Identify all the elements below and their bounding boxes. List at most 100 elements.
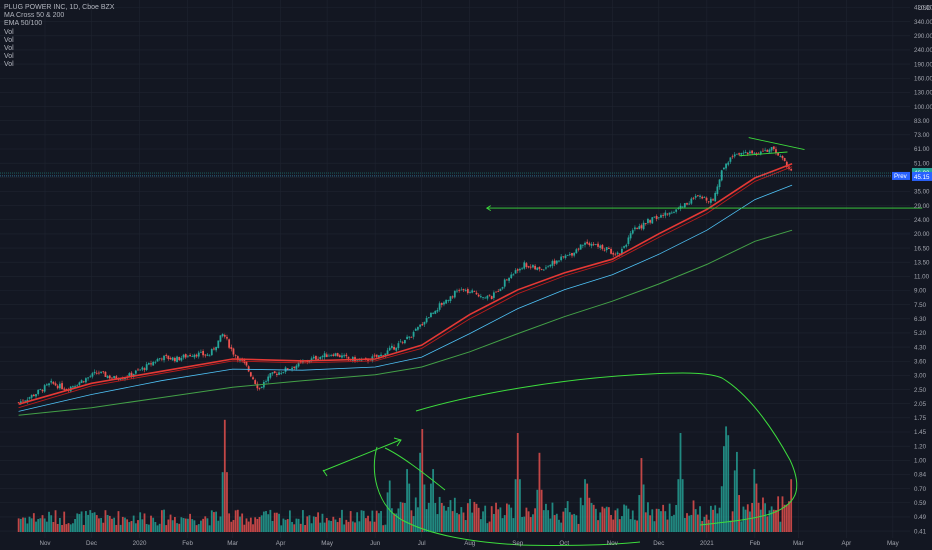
- time-axis[interactable]: Nov Dec 2020 Feb Mar Apr May Jun Jul Aug Sep Oct Nov…: [39, 540, 899, 547]
- volume-bar: [223, 419, 226, 532]
- legend-indicator[interactable]: Vol: [4, 36, 14, 44]
- volume-bar: [273, 512, 276, 532]
- volume-bar: [471, 512, 474, 532]
- candle-body: [408, 336, 411, 338]
- volume-bars: [17, 419, 793, 532]
- candle-body: [158, 358, 161, 360]
- volume-bar: [89, 510, 92, 532]
- price-axis[interactable]: 420.00 340.00 290.00 240.00 190.00 160.00 130.…: [914, 5, 932, 536]
- volume-bar: [575, 515, 578, 532]
- volume-bar: [39, 518, 42, 532]
- candle-body: [406, 336, 408, 340]
- candle-body: [278, 372, 280, 375]
- price-tick-label: 420.00: [914, 5, 932, 12]
- candle-body: [712, 199, 714, 201]
- volume-bar: [588, 497, 591, 532]
- candle-body: [436, 310, 439, 312]
- volume-bar: [453, 497, 456, 532]
- time-tick-label: May: [321, 540, 334, 547]
- price-tick-label: 130.00: [914, 90, 932, 97]
- candle-body: [184, 354, 187, 358]
- volume-bar: [503, 515, 506, 532]
- volume-bar: [315, 516, 317, 532]
- candle-body: [740, 153, 743, 155]
- candle-body: [655, 215, 658, 220]
- volume-bar: [76, 513, 79, 532]
- candle-body: [397, 343, 400, 349]
- candle-body: [742, 152, 745, 154]
- volume-bar: [210, 510, 213, 532]
- candle-body: [367, 359, 369, 362]
- candle-body: [709, 198, 712, 203]
- price-tick-label: 83.00: [914, 118, 930, 125]
- volume-bar: [581, 505, 584, 532]
- volume-bar: [562, 511, 565, 532]
- volume-bar: [117, 511, 120, 532]
- candle-body: [636, 228, 638, 230]
- volume-bar: [746, 504, 749, 532]
- volume-bar: [204, 516, 207, 532]
- volume-bar: [701, 521, 704, 532]
- candle-body: [488, 294, 491, 296]
- candle-body: [223, 335, 226, 337]
- candle-body: [497, 291, 500, 293]
- candle-body: [675, 209, 678, 212]
- candle-body: [245, 361, 248, 366]
- volume-bar: [443, 505, 445, 532]
- volume-bar: [749, 511, 751, 532]
- volume-bar: [297, 518, 300, 532]
- candle-body: [681, 206, 684, 208]
- legend-indicator[interactable]: Vol: [4, 45, 14, 53]
- volume-bar: [217, 520, 220, 532]
- candle-body: [108, 375, 111, 379]
- candle-body: [419, 324, 421, 327]
- volume-bar: [160, 510, 163, 532]
- time-tick-label: Mar: [227, 540, 238, 547]
- candle-body: [573, 252, 576, 256]
- volume-bar: [341, 509, 343, 532]
- candle-body: [571, 252, 573, 256]
- candle-body: [150, 363, 152, 365]
- candle-body: [32, 394, 35, 397]
- volume-bar: [41, 515, 44, 532]
- candle-body: [759, 151, 762, 155]
- volume-bar: [241, 513, 244, 532]
- legend-indicator[interactable]: Vol: [4, 53, 14, 61]
- candle-body: [30, 394, 33, 398]
- volume-bar: [197, 524, 200, 532]
- price-unit-label: USD: [918, 5, 932, 12]
- legend-symbol[interactable]: PLUG POWER INC, 1D, Cboe BZX: [4, 4, 115, 11]
- legend-indicator[interactable]: MA Cross 50 & 200: [4, 12, 65, 20]
- legend-indicator[interactable]: Vol: [4, 61, 14, 69]
- volume-bar: [349, 511, 352, 532]
- price-tick-label: 13.50: [914, 259, 930, 266]
- volume-bar: [597, 520, 599, 532]
- volume-bar: [688, 515, 691, 532]
- candle-body: [568, 254, 571, 256]
- volume-bar: [477, 507, 480, 532]
- candle-body: [386, 350, 389, 355]
- time-tick-label: Jun: [370, 540, 381, 547]
- candle-body: [512, 274, 515, 276]
- legend: PLUG POWER INC, 1D, Cboe BZX MA Cross 50…: [4, 4, 114, 70]
- volume-bar: [382, 525, 385, 532]
- drawings[interactable]: [322, 137, 923, 547]
- candle-body: [731, 156, 734, 158]
- candle-body: [495, 291, 497, 293]
- candle-body: [434, 310, 437, 314]
- volume-bar: [325, 517, 328, 532]
- volume-bar: [100, 518, 103, 532]
- volume-bar: [568, 512, 571, 532]
- legend-indicator[interactable]: Vol: [4, 28, 14, 36]
- candle-body: [50, 380, 53, 383]
- candle-body: [197, 352, 200, 357]
- candle-body: [338, 355, 341, 358]
- volume-bar: [666, 519, 669, 532]
- volume-bar: [208, 525, 211, 532]
- volume-bar: [642, 484, 645, 532]
- volume-bar: [293, 524, 296, 532]
- legend-indicator[interactable]: EMA 50/100: [4, 20, 43, 28]
- trendline-drawing: [739, 151, 788, 157]
- candle-body: [592, 243, 595, 245]
